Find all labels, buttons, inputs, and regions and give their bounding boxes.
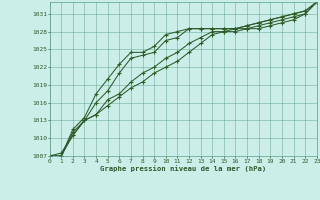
X-axis label: Graphe pression niveau de la mer (hPa): Graphe pression niveau de la mer (hPa)	[100, 165, 266, 172]
